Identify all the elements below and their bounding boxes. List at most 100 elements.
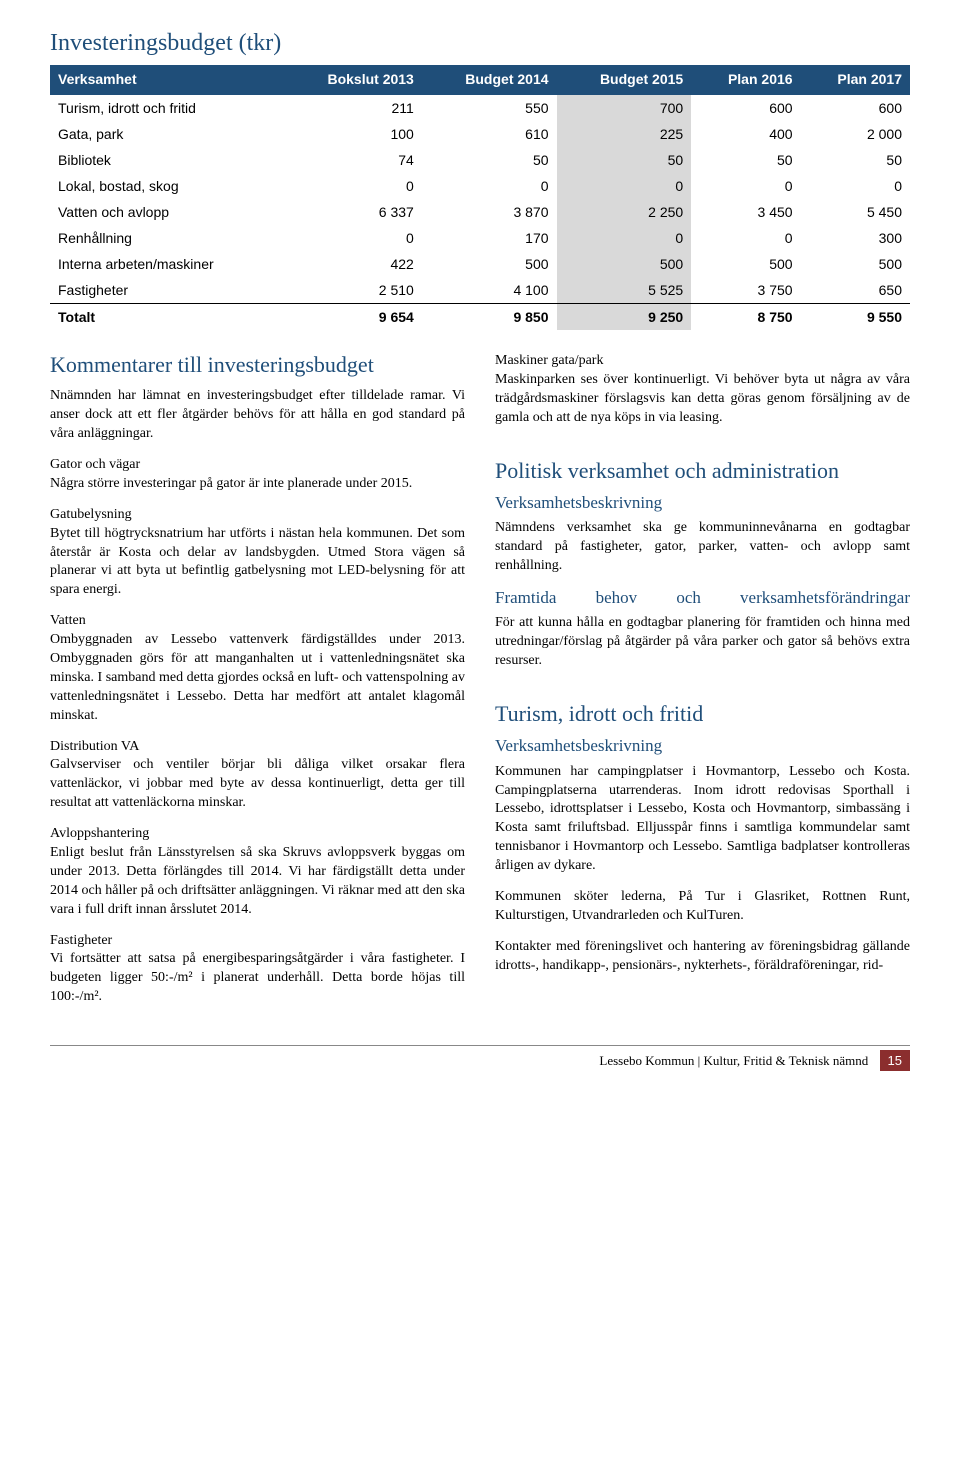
table-cell: 100 xyxy=(283,121,422,147)
paragraph: För att kunna hålla en godtagbar planeri… xyxy=(495,614,910,671)
table-cell: 6 337 xyxy=(283,199,422,225)
table-cell: 700 xyxy=(557,94,692,121)
table-cell: 400 xyxy=(691,121,800,147)
table-cell: 500 xyxy=(691,251,800,277)
budget-table: VerksamhetBokslut 2013Budget 2014Budget … xyxy=(50,65,910,330)
table-cell: 300 xyxy=(801,225,910,251)
table-cell: Gata, park xyxy=(50,121,283,147)
table-cell: Totalt xyxy=(50,304,283,331)
table-cell: 610 xyxy=(422,121,557,147)
paragraph: Kommunen sköter lederna, På Tur i Glasri… xyxy=(495,888,910,926)
subheading-verksamhet2: Verksamhetsbeskrivning xyxy=(495,736,910,756)
footer-text: Lessebo Kommun | Kultur, Fritid & Teknis… xyxy=(599,1053,868,1068)
table-cell: 50 xyxy=(801,147,910,173)
paragraph: Galvserviser och ventiler börjar bli dål… xyxy=(50,756,465,813)
paragraph: Maskinparken ses över kontinuerligt. Vi … xyxy=(495,371,910,428)
table-cell: 0 xyxy=(557,173,692,199)
table-cell: 3 750 xyxy=(691,277,800,304)
table-cell: 2 000 xyxy=(801,121,910,147)
table-row: Renhållning017000300 xyxy=(50,225,910,251)
table-cell: 500 xyxy=(422,251,557,277)
table-cell: 2 250 xyxy=(557,199,692,225)
table-row: Turism, idrott och fritid211550700600600 xyxy=(50,94,910,121)
paragraph: Några större investeringar på gator är i… xyxy=(50,475,465,494)
table-cell: 0 xyxy=(691,225,800,251)
table-cell: 74 xyxy=(283,147,422,173)
table-row: Bibliotek7450505050 xyxy=(50,147,910,173)
heading-politisk: Politisk verksamhet och administration xyxy=(495,458,910,483)
table-cell: 225 xyxy=(557,121,692,147)
table-cell: 211 xyxy=(283,94,422,121)
table-cell: Lokal, bostad, skog xyxy=(50,173,283,199)
table-cell: 0 xyxy=(283,173,422,199)
table-cell: 600 xyxy=(691,94,800,121)
paragraph: Kontakter med föreningslivet och hanteri… xyxy=(495,938,910,976)
right-column: Maskiner gata/park Maskinparken ses över… xyxy=(495,352,910,1019)
table-cell: 500 xyxy=(801,251,910,277)
table-cell: 600 xyxy=(801,94,910,121)
table-cell: Renhållning xyxy=(50,225,283,251)
table-cell: 0 xyxy=(801,173,910,199)
table-row: Gata, park1006102254002 000 xyxy=(50,121,910,147)
table-cell: 0 xyxy=(283,225,422,251)
paragraph: Nnämnden har lämnat en investeringsbudge… xyxy=(50,387,465,444)
table-cell: 0 xyxy=(557,225,692,251)
table-cell: Fastigheter xyxy=(50,277,283,304)
table-header: Plan 2016 xyxy=(691,65,800,94)
paragraph: Kommunen har campingplatser i Hovmantorp… xyxy=(495,763,910,876)
table-cell: 9 250 xyxy=(557,304,692,331)
table-row: Interna arbeten/maskiner422500500500500 xyxy=(50,251,910,277)
page-number: 15 xyxy=(880,1050,910,1071)
page-footer: Lessebo Kommun | Kultur, Fritid & Teknis… xyxy=(50,1045,910,1071)
subheading-framtida: Framtida behov och verksamhetsförändring… xyxy=(495,588,910,608)
table-cell: 3 450 xyxy=(691,199,800,225)
table-cell: Interna arbeten/maskiner xyxy=(50,251,283,277)
table-cell: 5 525 xyxy=(557,277,692,304)
paragraph: Vi fortsätter att satsa på energibespari… xyxy=(50,950,465,1007)
subheading: Vatten xyxy=(50,612,465,631)
subheading-verksamhet: Verksamhetsbeskrivning xyxy=(495,493,910,513)
table-row: Lokal, bostad, skog00000 xyxy=(50,173,910,199)
table-row: Fastigheter2 5104 1005 5253 750650 xyxy=(50,277,910,304)
table-cell: Bibliotek xyxy=(50,147,283,173)
table-cell: 170 xyxy=(422,225,557,251)
table-cell: 5 450 xyxy=(801,199,910,225)
table-cell: 650 xyxy=(801,277,910,304)
subheading: Gatubelysning xyxy=(50,506,465,525)
table-cell: 422 xyxy=(283,251,422,277)
paragraph: Ombyggnaden av Lessebo vattenverk färdig… xyxy=(50,631,465,725)
table-cell: Vatten och avlopp xyxy=(50,199,283,225)
table-header: Bokslut 2013 xyxy=(283,65,422,94)
table-total-row: Totalt9 6549 8509 2508 7509 550 xyxy=(50,304,910,331)
table-cell: 8 750 xyxy=(691,304,800,331)
table-cell: 9 550 xyxy=(801,304,910,331)
table-cell: 50 xyxy=(691,147,800,173)
table-cell: 50 xyxy=(557,147,692,173)
table-cell: 500 xyxy=(557,251,692,277)
subheading: Avloppshantering xyxy=(50,825,465,844)
heading-investment-comments: Kommentarer till investerings­budget xyxy=(50,352,465,377)
table-cell: 0 xyxy=(422,173,557,199)
subheading: Gator och vägar xyxy=(50,456,465,475)
table-cell: 550 xyxy=(422,94,557,121)
table-cell: 2 510 xyxy=(283,277,422,304)
subheading: Fastigheter xyxy=(50,932,465,951)
table-header: Budget 2014 xyxy=(422,65,557,94)
table-cell: 0 xyxy=(691,173,800,199)
left-column: Kommentarer till investerings­budget Nnä… xyxy=(50,352,465,1019)
table-cell: 4 100 xyxy=(422,277,557,304)
page-title: Investeringsbudget (tkr) xyxy=(50,30,910,57)
table-cell: 9 850 xyxy=(422,304,557,331)
table-header: Verksamhet xyxy=(50,65,283,94)
subheading: Distribution VA xyxy=(50,738,465,757)
table-cell: 50 xyxy=(422,147,557,173)
table-row: Vatten och avlopp6 3373 8702 2503 4505 4… xyxy=(50,199,910,225)
paragraph: Nämndens verksamhet ska ge kommuninnevån… xyxy=(495,519,910,576)
table-header: Plan 2017 xyxy=(801,65,910,94)
heading-turism: Turism, idrott och fritid xyxy=(495,701,910,726)
paragraph: Enligt beslut från Länsstyrelsen så ska … xyxy=(50,844,465,920)
table-cell: Turism, idrott och fritid xyxy=(50,94,283,121)
table-cell: 9 654 xyxy=(283,304,422,331)
table-header: Budget 2015 xyxy=(557,65,692,94)
paragraph: Bytet till högtrycksnatrium har utförts … xyxy=(50,525,465,601)
